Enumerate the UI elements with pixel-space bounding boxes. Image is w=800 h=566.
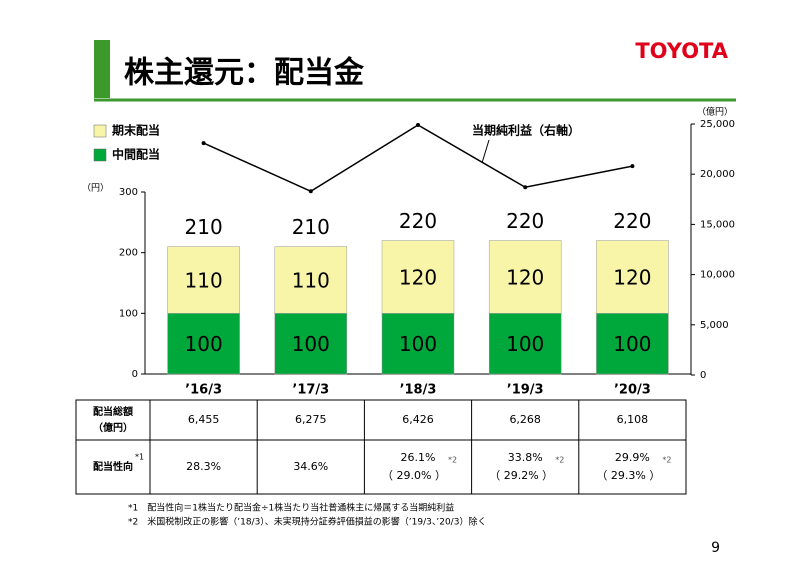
footnote: *2 米国税制改正の影響（’18/3）、未実現持分証券評価損益の影響（’19/3… [128,516,486,528]
row-label: 配当総額 [93,405,133,418]
value-label: 120 [613,265,651,289]
cell-sub: （ 29.2% ） [489,469,553,482]
bar-segment [274,246,348,314]
cell-value: 6,108 [617,413,649,426]
line-point [201,141,206,146]
value-label: 100 [399,332,437,356]
total-label: 210 [185,215,223,239]
row-note: *1 [135,453,144,462]
value-label: 100 [506,332,544,356]
cell-value: 6,275 [295,413,327,426]
y2-tick-label: 10,000 [700,270,735,281]
cell-value: 29.9% [615,451,650,464]
line-point [523,185,528,190]
bar-segment [596,313,669,375]
x-tick-label: ’18/3 [400,383,437,398]
value-label: 120 [506,265,544,289]
title-bar [94,40,110,98]
total-label: 220 [613,209,651,233]
cell-value: 26.1% [401,451,436,464]
bar-segment [488,240,562,314]
cell-note: *2 [448,456,457,465]
total-label: 210 [292,215,330,239]
legend-label: 中間配当 [112,147,160,162]
cell-value: 6,268 [509,413,541,426]
x-tick-label: ’17/3 [292,383,329,398]
cell-note: *2 [662,456,671,465]
cell-value: 6,426 [402,413,434,426]
legend-swatch [93,148,107,162]
value-label: 100 [613,332,651,356]
logo: TOYOTA [635,39,728,63]
line-point [416,123,420,128]
cell-value: 28.3% [186,460,221,473]
legend-swatch [93,124,107,138]
bar-segment [488,313,562,375]
cell-value: 33.8% [508,451,543,464]
cell-value: 6,455 [188,413,220,426]
y-tick-label: 200 [119,248,138,259]
value-label: 110 [185,268,223,292]
cell-note: *2 [555,456,564,465]
cell-value: 34.6% [293,460,328,473]
legend-label: 期末配当 [112,123,160,138]
line-annotation: 当期純利益（右軸） [472,123,580,138]
y-tick-label: 0 [132,369,138,380]
value-label: 120 [399,265,437,289]
title: 株主還元：配当金 [124,56,365,91]
value-label: 110 [292,268,330,292]
value-label: 100 [292,332,330,356]
footnote: *1 配当性向＝1株当たり配当金÷1株当たり当社普通株主に帰属する当期純利益 [128,502,454,514]
bar-segment [167,246,240,314]
row-label: 配当性向 [93,460,133,473]
y-axis-label: （円） [82,183,109,194]
page-number: 9 [711,540,720,556]
y-tick-label: 300 [119,187,138,198]
annotation-pointer [481,139,490,164]
cell-sub: （ 29.3% ） [596,469,660,482]
total-label: 220 [506,209,544,233]
y2-tick-label: 20,000 [700,169,735,180]
y2-tick-label: 0 [700,370,706,381]
bar-segment [381,240,455,314]
x-tick-label: ’20/3 [614,383,651,398]
y-tick-label: 100 [119,308,138,319]
y2-tick-label: 25,000 [700,119,735,130]
x-tick-label: ’19/3 [507,383,544,398]
cell-sub: （ 29.0% ） [382,469,446,482]
x-tick-label: ’16/3 [185,383,222,398]
value-label: 100 [185,332,223,356]
y2-tick-label: 5,000 [700,320,729,331]
row-sublabel: （億円） [93,421,133,434]
line-point [630,164,635,169]
bar-segment [596,240,669,314]
y2-axis-label: （億円） [697,106,733,118]
line-point [308,189,313,194]
total-label: 220 [399,209,437,233]
y2-tick-label: 15,000 [700,219,735,230]
